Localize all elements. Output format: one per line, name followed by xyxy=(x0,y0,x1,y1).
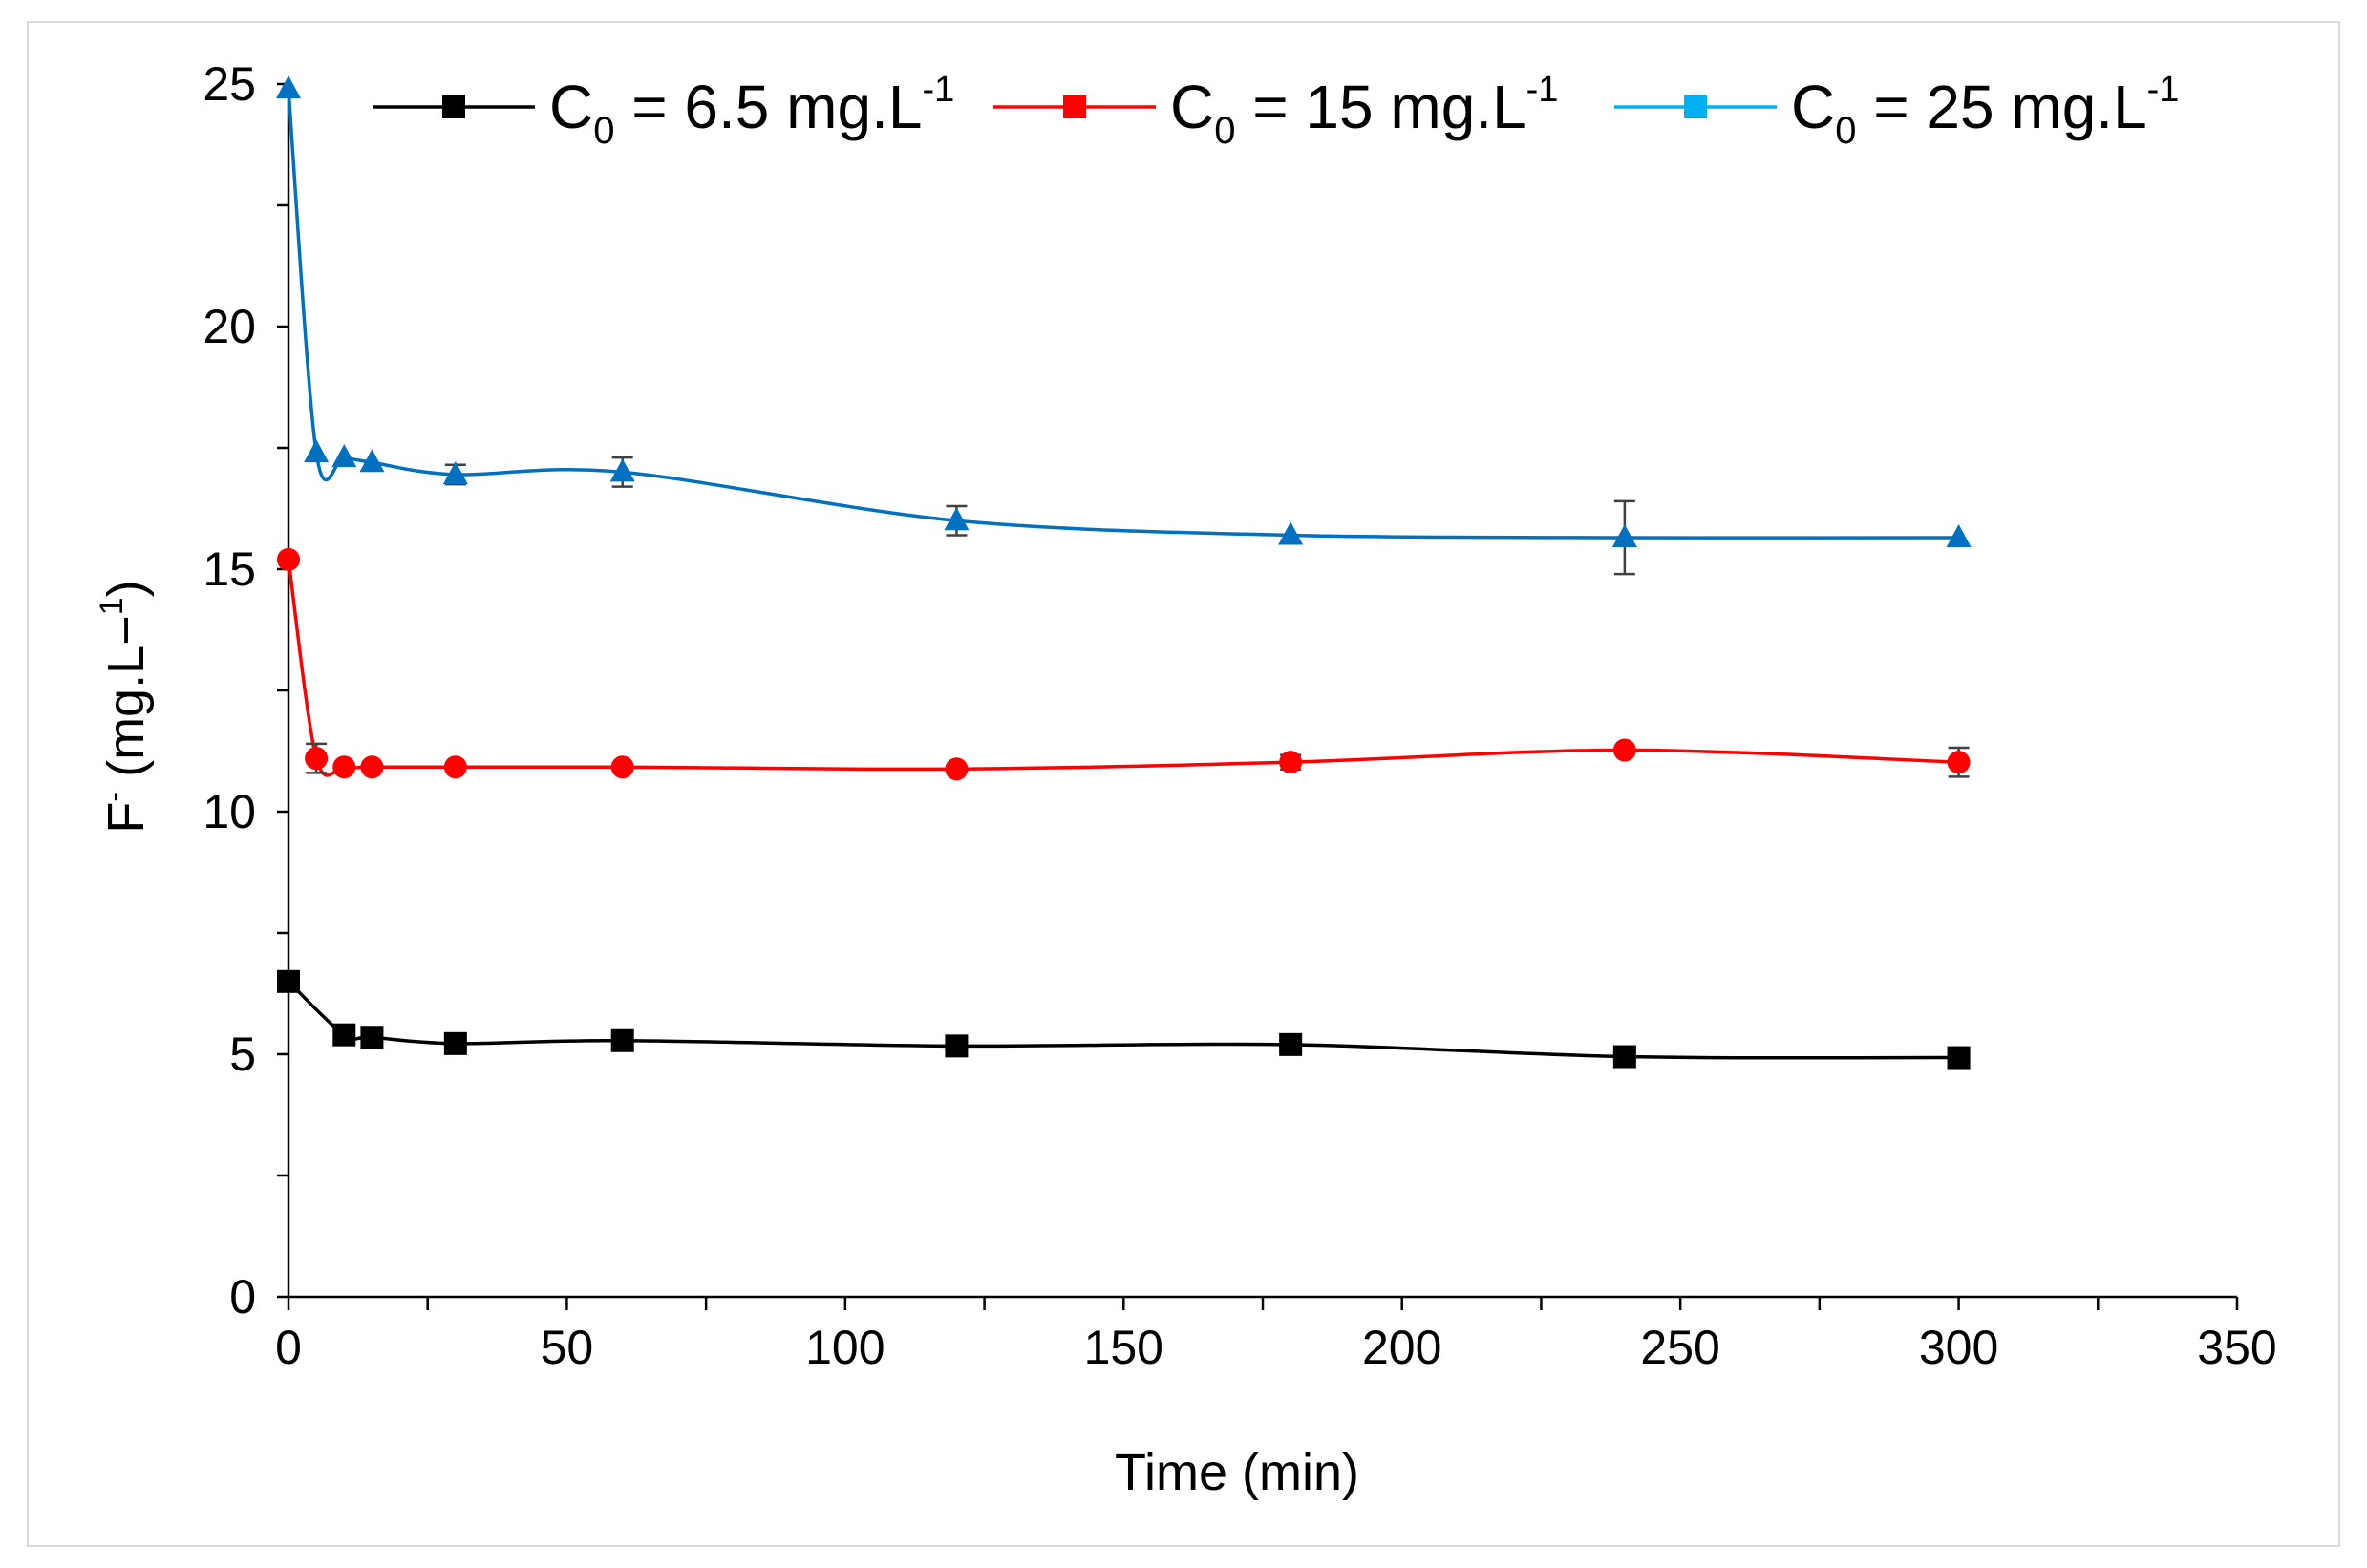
data-point xyxy=(945,757,969,781)
data-point xyxy=(1946,523,1972,547)
series-line xyxy=(287,88,1959,540)
x-tick-label: 350 xyxy=(2197,1321,2276,1374)
data-point xyxy=(332,1023,356,1047)
data-point xyxy=(1612,1045,1636,1069)
data-point xyxy=(1947,751,1971,774)
data-point xyxy=(610,755,634,779)
data-point xyxy=(277,547,300,571)
legend-label-part: 0 xyxy=(1214,110,1235,152)
data-point xyxy=(442,460,468,484)
legend-label-part: C xyxy=(1170,73,1214,141)
legend-label-part: = 25 mg.L xyxy=(1856,73,2146,141)
y-axis-title-close: ) xyxy=(97,580,155,597)
data-point xyxy=(1279,1032,1303,1056)
y-tick-label: 0 xyxy=(229,1270,256,1324)
legend-item-3: C0 = 25 mg.L-1 xyxy=(1614,70,2179,152)
series-2 xyxy=(277,547,1971,781)
data-point xyxy=(359,449,385,473)
data-point xyxy=(1947,1046,1971,1070)
data-point xyxy=(610,1028,634,1052)
data-point xyxy=(1279,751,1303,774)
series-line xyxy=(287,559,1959,777)
legend-label-part: 0 xyxy=(1835,110,1856,152)
legend-label-part: C xyxy=(1791,73,1835,141)
data-point xyxy=(305,747,329,771)
legend-label-part: = 6.5 mg.L xyxy=(614,73,922,141)
legend-label: C0 = 25 mg.L-1 xyxy=(1791,70,2179,152)
data-point xyxy=(609,458,635,482)
y-tick-label: 15 xyxy=(203,542,256,596)
y-tick-label: 10 xyxy=(203,785,256,838)
y-axis-title-unit: (mg.L− xyxy=(97,615,155,792)
y-axis-title-prefix: F xyxy=(97,802,155,834)
legend-label: C0 = 6.5 mg.L-1 xyxy=(549,70,954,152)
y-axis-title-unit-sup: 1 xyxy=(94,597,130,615)
legend-label-part: 0 xyxy=(593,110,614,152)
legend-label-part: -1 xyxy=(2147,70,2180,110)
y-tick-label: 5 xyxy=(229,1028,256,1081)
series-3 xyxy=(276,75,1972,576)
legend-label-part: = 15 mg.L xyxy=(1235,73,1525,141)
series-1 xyxy=(277,969,1971,1070)
data-point xyxy=(1278,521,1304,545)
x-tick-label: 50 xyxy=(541,1321,594,1374)
legend-label-part: C xyxy=(549,73,593,141)
data-point xyxy=(304,439,330,463)
legend-label: C0 = 15 mg.L-1 xyxy=(1170,70,1558,152)
legend: C0 = 6.5 mg.L-1 C0 = 15 mg.L-1 C0 = 25 mg.… xyxy=(373,70,2179,152)
data-point xyxy=(276,75,301,99)
data-point xyxy=(1611,523,1637,547)
legend-marker xyxy=(1684,95,1707,118)
series-layer xyxy=(276,75,1972,1070)
data-point xyxy=(944,507,970,531)
data-point xyxy=(945,1034,969,1058)
data-point xyxy=(331,444,357,468)
data-point xyxy=(332,755,356,779)
legend-marker xyxy=(1063,95,1086,118)
data-point xyxy=(277,969,300,993)
axes: 0 50 100 150 200 250 300 350 0 5 10 15 20 25 xyxy=(203,57,2276,1374)
x-tick-label: 100 xyxy=(805,1321,885,1374)
y-axis-title: F- (mg.L−1) xyxy=(94,580,155,833)
series-line xyxy=(287,980,1959,1060)
x-tick-label: 300 xyxy=(1919,1321,1998,1374)
data-point xyxy=(360,755,384,779)
y-tick-label: 20 xyxy=(203,300,256,353)
data-point xyxy=(443,1031,467,1055)
y-axis-title-sup: - xyxy=(96,792,131,802)
y-tick-label: 25 xyxy=(203,57,256,111)
data-point xyxy=(1612,738,1636,762)
legend-item-1: C0 = 6.5 mg.L-1 xyxy=(373,70,954,152)
x-tick-label: 150 xyxy=(1084,1321,1163,1374)
legend-marker xyxy=(442,95,465,118)
x-tick-label: 250 xyxy=(1640,1321,1719,1374)
legend-item-2: C0 = 15 mg.L-1 xyxy=(993,70,1558,152)
chart-frame xyxy=(27,21,2340,1547)
legend-label-part: -1 xyxy=(922,70,954,110)
data-point xyxy=(443,755,467,779)
data-point xyxy=(360,1026,384,1049)
x-axis-title: Time (min) xyxy=(1115,1444,1359,1501)
x-tick-label: 0 xyxy=(275,1321,302,1374)
legend-label-part: -1 xyxy=(1526,70,1559,110)
x-tick-label: 200 xyxy=(1362,1321,1441,1374)
